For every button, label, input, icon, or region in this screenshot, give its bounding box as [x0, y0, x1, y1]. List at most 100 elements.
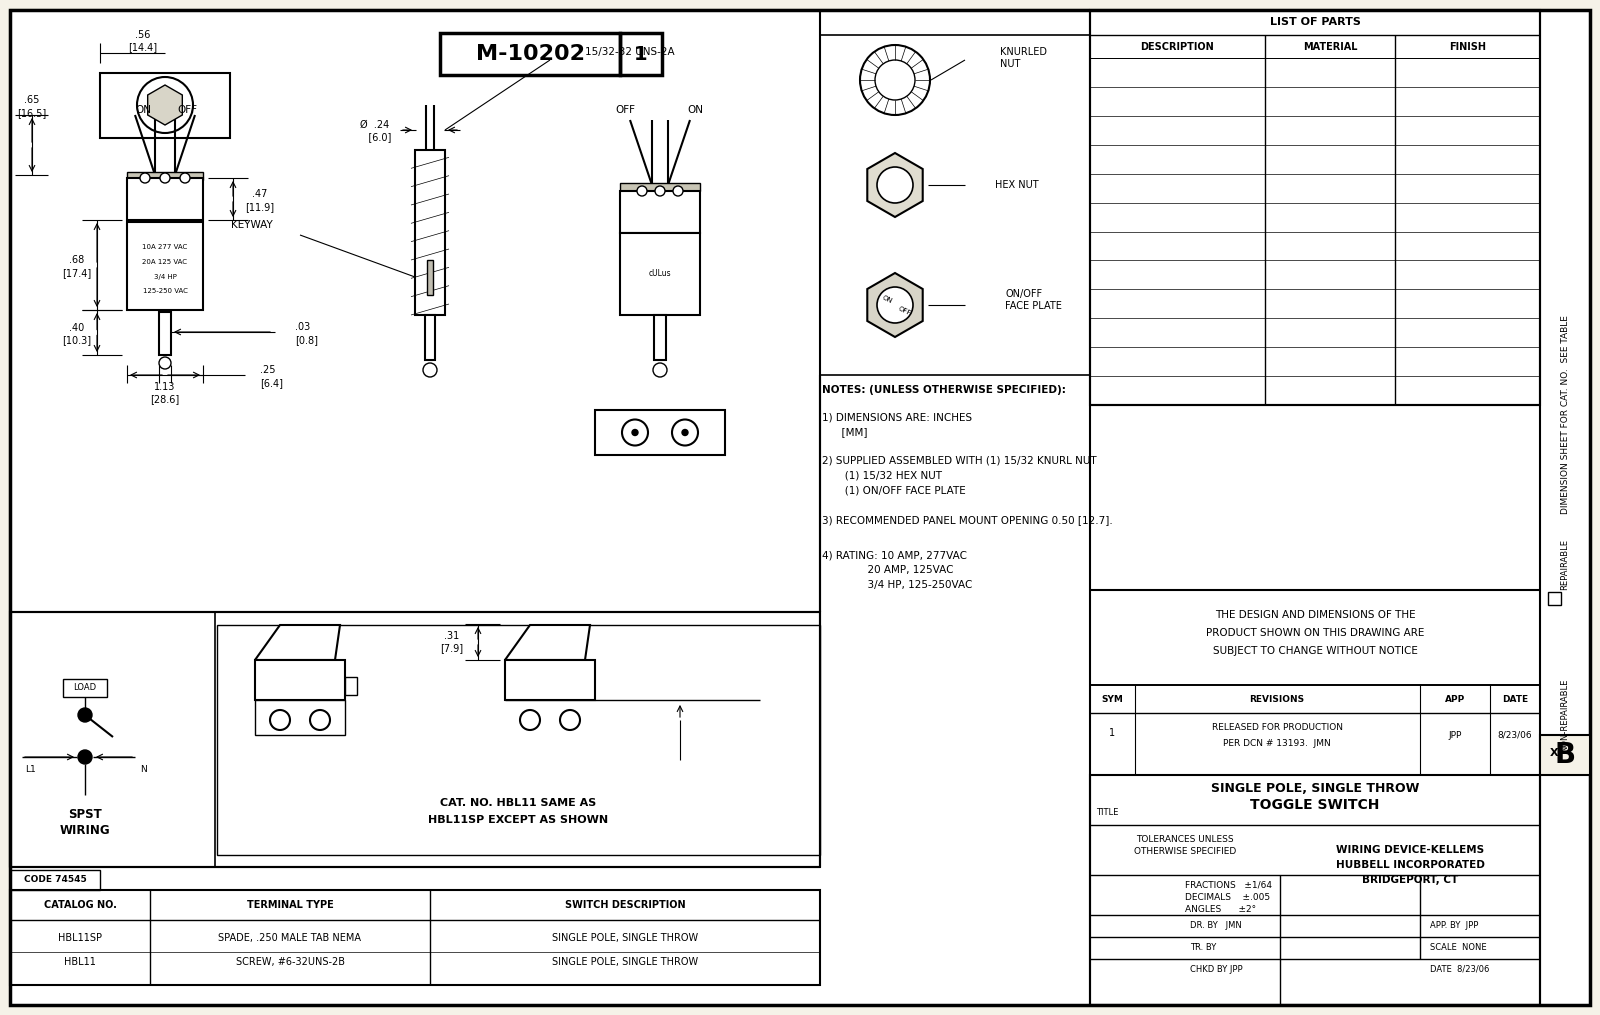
Text: TERMINAL TYPE: TERMINAL TYPE — [246, 900, 333, 910]
Text: HEX NUT: HEX NUT — [995, 180, 1038, 190]
Text: ON: ON — [686, 105, 702, 115]
Text: DIMENSION SHEET FOR CAT. NO.  SEE TABLE: DIMENSION SHEET FOR CAT. NO. SEE TABLE — [1560, 316, 1570, 515]
Text: 1: 1 — [1109, 728, 1115, 738]
Text: OFF: OFF — [898, 306, 912, 317]
Circle shape — [877, 167, 914, 203]
Circle shape — [674, 186, 683, 196]
Bar — [654, 315, 666, 360]
Polygon shape — [867, 273, 923, 337]
Text: .03: .03 — [294, 322, 310, 332]
Text: FINISH: FINISH — [1450, 42, 1486, 52]
Text: SINGLE POLE, SINGLE THROW: SINGLE POLE, SINGLE THROW — [552, 957, 698, 967]
Text: .68: .68 — [69, 255, 85, 265]
Circle shape — [158, 357, 171, 369]
Text: [28.6]: [28.6] — [150, 394, 179, 404]
Text: HBL11SP EXCEPT AS SHOWN: HBL11SP EXCEPT AS SHOWN — [429, 815, 608, 825]
Bar — [254, 700, 346, 735]
Text: MATERIAL: MATERIAL — [1302, 42, 1357, 52]
Text: NOTES: (UNLESS OTHERWISE SPECIFIED):: NOTES: (UNLESS OTHERWISE SPECIFIED): — [822, 385, 1066, 395]
Text: 15/32-32 UNS-2A: 15/32-32 UNS-2A — [586, 47, 675, 57]
Text: SPST: SPST — [69, 809, 102, 821]
Text: TITLE: TITLE — [1096, 808, 1118, 817]
Text: [6.0]: [6.0] — [358, 132, 390, 142]
Bar — [1539, 735, 1590, 775]
Bar — [414, 150, 445, 315]
Circle shape — [138, 77, 194, 133]
Bar — [440, 33, 621, 75]
Text: WIRING DEVICE-KELLEMS: WIRING DEVICE-KELLEMS — [1336, 845, 1485, 855]
Text: [11.9]: [11.9] — [245, 202, 275, 212]
Text: SINGLE POLE, SINGLE THROW: SINGLE POLE, SINGLE THROW — [552, 933, 698, 943]
Bar — [218, 625, 819, 855]
Circle shape — [682, 429, 688, 435]
Circle shape — [622, 419, 648, 446]
Text: TR. BY: TR. BY — [1190, 943, 1216, 951]
Text: 20 AMP, 125VAC: 20 AMP, 125VAC — [822, 565, 954, 576]
Bar — [126, 222, 203, 310]
Text: ON/OFF
FACE PLATE: ON/OFF FACE PLATE — [1005, 289, 1062, 311]
Text: HBL11: HBL11 — [64, 957, 96, 967]
Bar — [10, 870, 99, 890]
Text: CODE 74545: CODE 74545 — [24, 876, 86, 884]
Text: cULus: cULus — [648, 269, 672, 277]
Bar — [1549, 747, 1562, 760]
Circle shape — [78, 708, 93, 722]
Text: JPP: JPP — [1448, 731, 1462, 740]
Circle shape — [672, 419, 698, 446]
Text: DECIMALS    ±.005: DECIMALS ±.005 — [1186, 892, 1270, 901]
Bar — [1090, 775, 1539, 1005]
Circle shape — [637, 186, 646, 196]
Circle shape — [179, 173, 190, 183]
Text: 20A 125 VAC: 20A 125 VAC — [142, 259, 187, 265]
Bar — [10, 612, 819, 867]
Text: SCREW, #6-32UNS-2B: SCREW, #6-32UNS-2B — [235, 957, 344, 967]
Text: L1: L1 — [26, 765, 35, 774]
Text: REPAIRABLE: REPAIRABLE — [1560, 540, 1570, 591]
Text: 3) RECOMMENDED PANEL MOUNT OPENING 0.50 [12.7].: 3) RECOMMENDED PANEL MOUNT OPENING 0.50 … — [822, 515, 1112, 525]
Text: PRODUCT SHOWN ON THIS DRAWING ARE: PRODUCT SHOWN ON THIS DRAWING ARE — [1206, 628, 1424, 638]
Text: KEYWAY: KEYWAY — [230, 220, 274, 230]
Text: .40: .40 — [69, 323, 85, 333]
Bar — [621, 191, 701, 233]
Text: 125-250 VAC: 125-250 VAC — [142, 287, 187, 293]
Bar — [1549, 592, 1562, 605]
Text: THE DESIGN AND DIMENSIONS OF THE: THE DESIGN AND DIMENSIONS OF THE — [1214, 610, 1416, 620]
Bar — [1090, 685, 1539, 775]
Polygon shape — [254, 625, 339, 660]
Text: (1) ON/OFF FACE PLATE: (1) ON/OFF FACE PLATE — [822, 485, 966, 495]
Text: HBL11SP: HBL11SP — [58, 933, 102, 943]
Text: APP. BY  JPP: APP. BY JPP — [1430, 921, 1478, 930]
Text: OTHERWISE SPECIFIED: OTHERWISE SPECIFIED — [1134, 848, 1237, 857]
Text: B: B — [1555, 741, 1576, 769]
Circle shape — [155, 95, 174, 115]
Text: 2) SUPPLIED ASSEMBLED WITH (1) 15/32 KNURL NUT: 2) SUPPLIED ASSEMBLED WITH (1) 15/32 KNU… — [822, 455, 1096, 465]
Text: N: N — [141, 765, 147, 774]
Text: DR. BY   JMN: DR. BY JMN — [1190, 921, 1242, 930]
Text: [10.3]: [10.3] — [62, 336, 91, 345]
Bar — [10, 890, 819, 985]
Bar — [426, 315, 435, 360]
Text: 4) RATING: 10 AMP, 277VAC: 4) RATING: 10 AMP, 277VAC — [822, 550, 966, 560]
Text: .65: .65 — [24, 95, 40, 105]
Text: DESCRIPTION: DESCRIPTION — [1141, 42, 1214, 52]
Bar — [621, 233, 701, 315]
Bar — [1090, 10, 1539, 405]
Text: ANGLES      ±2°: ANGLES ±2° — [1186, 904, 1256, 914]
Text: .47: .47 — [253, 189, 267, 199]
Polygon shape — [147, 85, 182, 125]
Text: ON: ON — [134, 105, 150, 115]
Circle shape — [632, 429, 638, 435]
Text: X: X — [1550, 748, 1558, 758]
Text: [16.5]: [16.5] — [18, 108, 46, 118]
Text: BRIDGEPORT, CT: BRIDGEPORT, CT — [1362, 875, 1458, 885]
Circle shape — [654, 186, 666, 196]
Text: SCALE  NONE: SCALE NONE — [1430, 943, 1486, 951]
Text: [17.4]: [17.4] — [62, 268, 91, 278]
Text: CAT. NO. HBL11 SAME AS: CAT. NO. HBL11 SAME AS — [440, 798, 597, 808]
Text: .56: .56 — [134, 29, 150, 40]
Text: M-10202: M-10202 — [475, 44, 584, 64]
Text: .31
[7.9]: .31 [7.9] — [440, 631, 464, 653]
Text: PER DCN # 13193.  JMN: PER DCN # 13193. JMN — [1222, 739, 1331, 747]
Text: [MM]: [MM] — [822, 427, 867, 437]
Text: 10A 277 VAC: 10A 277 VAC — [142, 244, 187, 250]
